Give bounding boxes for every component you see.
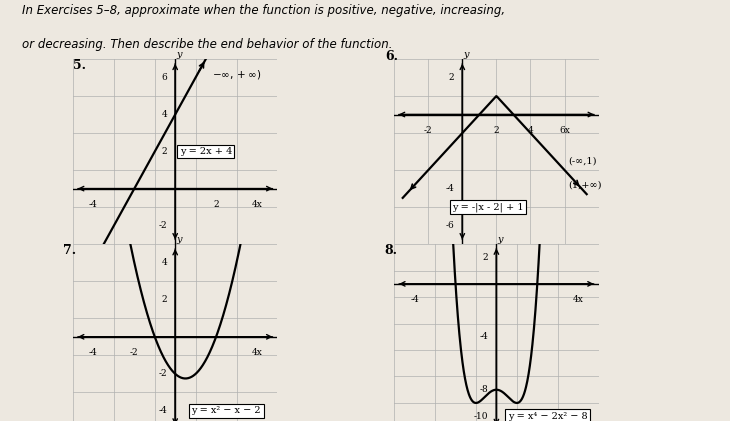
Text: -4: -4 xyxy=(445,184,454,193)
Text: 6x: 6x xyxy=(559,125,570,135)
Text: y = x⁴ − 2x² − 8: y = x⁴ − 2x² − 8 xyxy=(507,412,588,421)
Text: 2: 2 xyxy=(161,295,167,304)
Text: y = -|x - 2| + 1: y = -|x - 2| + 1 xyxy=(452,203,523,212)
Text: $-\infty,+\infty)$: $-\infty,+\infty)$ xyxy=(212,68,261,81)
Text: y = x² − x − 2: y = x² − x − 2 xyxy=(191,406,261,416)
Text: -2: -2 xyxy=(424,125,433,135)
Text: -8: -8 xyxy=(480,385,488,394)
Text: 4x: 4x xyxy=(252,348,262,357)
Text: (-∞,1): (-∞,1) xyxy=(568,156,596,165)
Text: -2: -2 xyxy=(158,369,167,378)
Text: 2: 2 xyxy=(161,147,167,156)
Text: y: y xyxy=(176,235,182,244)
Text: -10: -10 xyxy=(474,412,488,421)
Text: 2: 2 xyxy=(483,253,488,262)
Text: -4: -4 xyxy=(89,200,98,209)
Text: 2: 2 xyxy=(213,200,219,209)
Text: or decreasing. Then describe the end behavior of the function.: or decreasing. Then describe the end beh… xyxy=(22,38,393,51)
Text: 4: 4 xyxy=(528,125,534,135)
Text: 6: 6 xyxy=(161,73,167,82)
Text: (1,+∞): (1,+∞) xyxy=(568,181,602,189)
Text: 6.: 6. xyxy=(385,50,399,63)
Text: 4: 4 xyxy=(161,258,167,267)
Text: y: y xyxy=(464,50,469,59)
Text: -4: -4 xyxy=(89,348,98,357)
Text: 7.: 7. xyxy=(63,244,76,257)
Text: y: y xyxy=(176,50,182,59)
Text: -2: -2 xyxy=(130,348,139,357)
Text: -4: -4 xyxy=(410,295,419,304)
Text: 5.: 5. xyxy=(73,59,86,72)
Text: 4: 4 xyxy=(161,110,167,119)
Text: 2: 2 xyxy=(448,73,454,82)
Text: -4: -4 xyxy=(158,406,167,416)
Text: In Exercises 5–8, approximate when the function is positive, negative, increasin: In Exercises 5–8, approximate when the f… xyxy=(22,4,505,17)
Text: -6: -6 xyxy=(445,221,454,230)
Text: 4x: 4x xyxy=(573,295,583,304)
Text: 2: 2 xyxy=(493,125,499,135)
Text: 4x: 4x xyxy=(252,200,262,209)
Text: 8.: 8. xyxy=(384,244,397,257)
Text: -2: -2 xyxy=(158,221,167,230)
Text: -4: -4 xyxy=(480,332,488,341)
Text: y: y xyxy=(497,235,503,244)
Text: y = 2x + 4: y = 2x + 4 xyxy=(180,147,232,156)
